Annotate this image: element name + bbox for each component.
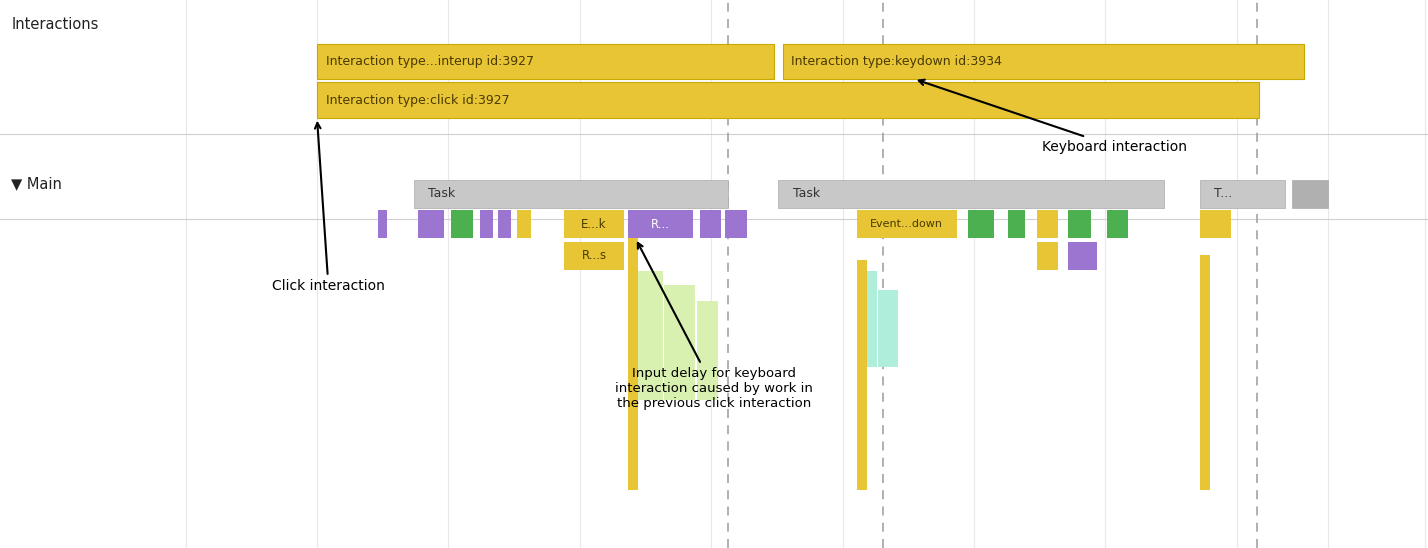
FancyBboxPatch shape <box>317 82 1259 118</box>
FancyBboxPatch shape <box>1200 210 1231 238</box>
FancyBboxPatch shape <box>378 210 387 238</box>
FancyBboxPatch shape <box>878 290 898 367</box>
FancyBboxPatch shape <box>564 210 624 238</box>
FancyBboxPatch shape <box>418 210 444 238</box>
Text: Click interaction: Click interaction <box>271 123 386 294</box>
FancyBboxPatch shape <box>725 210 747 238</box>
FancyBboxPatch shape <box>1200 255 1210 490</box>
Text: ▼ Main: ▼ Main <box>11 176 63 191</box>
Text: Interactions: Interactions <box>11 17 99 32</box>
Text: T...: T... <box>1214 187 1232 201</box>
FancyBboxPatch shape <box>664 285 695 400</box>
FancyBboxPatch shape <box>628 210 693 238</box>
FancyBboxPatch shape <box>1037 210 1058 238</box>
FancyBboxPatch shape <box>1200 180 1285 208</box>
Text: R...: R... <box>651 218 670 231</box>
FancyBboxPatch shape <box>857 260 867 490</box>
FancyBboxPatch shape <box>1107 210 1128 238</box>
FancyBboxPatch shape <box>628 238 638 490</box>
Text: Input delay for keyboard
interaction caused by work in
the previous click intera: Input delay for keyboard interaction cau… <box>615 243 813 410</box>
FancyBboxPatch shape <box>631 271 663 400</box>
FancyBboxPatch shape <box>1292 180 1328 208</box>
FancyBboxPatch shape <box>1068 242 1097 270</box>
Text: Event...down: Event...down <box>870 219 944 229</box>
Text: Keyboard interaction: Keyboard interaction <box>918 79 1188 154</box>
FancyBboxPatch shape <box>857 271 877 367</box>
FancyBboxPatch shape <box>451 210 473 238</box>
FancyBboxPatch shape <box>480 210 493 238</box>
FancyBboxPatch shape <box>783 44 1304 79</box>
FancyBboxPatch shape <box>1008 210 1025 238</box>
Text: E...k: E...k <box>581 218 607 231</box>
FancyBboxPatch shape <box>697 301 718 400</box>
Text: Interaction type...interup id:3927: Interaction type...interup id:3927 <box>326 55 534 68</box>
FancyBboxPatch shape <box>968 210 994 238</box>
Text: Interaction type:keydown id:3934: Interaction type:keydown id:3934 <box>791 55 1002 68</box>
FancyBboxPatch shape <box>564 210 624 238</box>
FancyBboxPatch shape <box>700 210 721 238</box>
FancyBboxPatch shape <box>317 44 774 79</box>
FancyBboxPatch shape <box>498 210 511 238</box>
Text: Task: Task <box>793 187 820 201</box>
Text: R...s: R...s <box>581 249 607 262</box>
FancyBboxPatch shape <box>857 210 957 238</box>
FancyBboxPatch shape <box>778 180 1164 208</box>
Text: Task: Task <box>428 187 456 201</box>
FancyBboxPatch shape <box>1068 210 1091 238</box>
FancyBboxPatch shape <box>857 210 957 238</box>
FancyBboxPatch shape <box>564 242 624 270</box>
Text: Interaction type:click id:3927: Interaction type:click id:3927 <box>326 94 510 106</box>
FancyBboxPatch shape <box>414 180 728 208</box>
FancyBboxPatch shape <box>628 210 693 238</box>
FancyBboxPatch shape <box>564 242 624 270</box>
FancyBboxPatch shape <box>1037 242 1058 270</box>
FancyBboxPatch shape <box>517 210 531 238</box>
